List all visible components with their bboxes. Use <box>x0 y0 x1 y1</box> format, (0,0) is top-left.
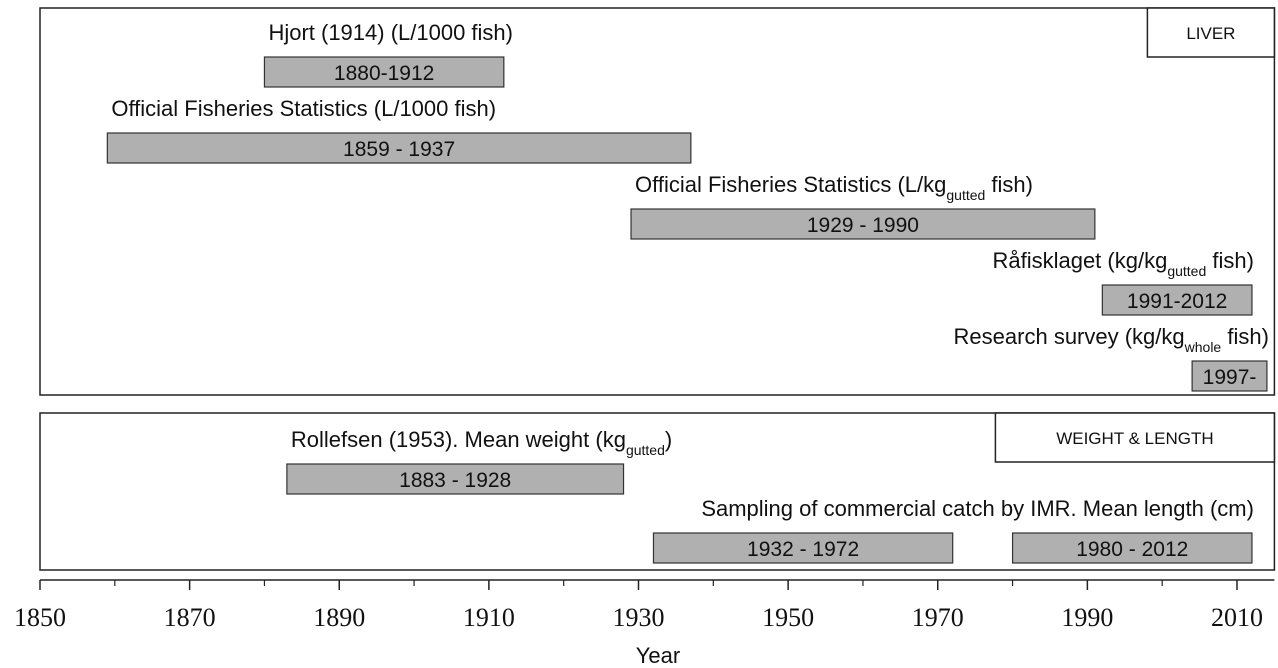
title-part: fish) <box>1221 324 1269 349</box>
period-label: 1980 - 2012 <box>1076 538 1188 561</box>
panel-label-box <box>994 412 1276 463</box>
title-part: gutted <box>626 442 665 458</box>
period-bar <box>106 132 692 164</box>
x-tick-label: 1850 <box>14 603 66 632</box>
title-part: ) <box>665 427 672 452</box>
panel-frame <box>39 7 1276 396</box>
title-part: gutted <box>946 187 985 203</box>
period-bar <box>1011 532 1253 564</box>
x-tick-label: 1930 <box>613 603 665 632</box>
row-title: Official Fisheries Statistics (L/kggutte… <box>635 172 1033 203</box>
panel-frame <box>39 412 1276 571</box>
row-title: Research survey (kg/kgwhole fish) <box>954 324 1269 355</box>
period-label: 1883 - 1928 <box>399 469 511 492</box>
period-label: 1991-2012 <box>1127 290 1227 313</box>
x-tick-label: 1890 <box>313 603 365 632</box>
x-tick-label: 1950 <box>762 603 814 632</box>
row-title: Sampling of commercial catch by IMR. Mea… <box>701 496 1254 521</box>
title-part: Hjort (1914) (L/1000 fish) <box>268 20 513 45</box>
row-title: Hjort (1914) (L/1000 fish) <box>268 20 513 45</box>
title-part: Råfisklaget (kg/kg <box>992 248 1167 273</box>
title-part: Research survey (kg/kg <box>954 324 1185 349</box>
period-bar <box>286 463 625 495</box>
period-label: 1859 - 1937 <box>343 138 455 161</box>
panel-label: LIVER <box>1186 24 1235 43</box>
title-part: whole <box>1184 339 1222 355</box>
row-title: Official Fisheries Statistics (L/1000 fi… <box>111 96 496 121</box>
period-label: 1880-1912 <box>334 62 434 85</box>
x-tick-label: 1910 <box>463 603 515 632</box>
x-axis-label: Year <box>636 643 680 668</box>
x-tick-label: 1870 <box>164 603 216 632</box>
x-tick-label: 1970 <box>912 603 964 632</box>
panel-label-box <box>1146 7 1276 58</box>
row-title: Råfisklaget (kg/kggutted fish) <box>992 248 1253 279</box>
title-part: Rollefsen (1953). Mean weight (kg <box>291 427 626 452</box>
x-tick-label: 1990 <box>1061 603 1113 632</box>
period-bar <box>1101 284 1253 316</box>
period-bar <box>652 532 954 564</box>
panel-label: WEIGHT & LENGTH <box>1056 429 1213 448</box>
title-part: gutted <box>1167 263 1206 279</box>
period-bar <box>263 56 505 88</box>
x-tick-label: 2010 <box>1211 603 1263 632</box>
period-label: 1997- <box>1203 366 1257 389</box>
title-part: fish) <box>1206 248 1254 273</box>
period-bar <box>1191 360 1268 392</box>
title-part: Official Fisheries Statistics (L/kg <box>635 172 946 197</box>
title-part: Sampling of commercial catch by IMR. Mea… <box>701 496 1254 521</box>
title-part: Official Fisheries Statistics (L/1000 fi… <box>111 96 496 121</box>
title-part: fish) <box>985 172 1033 197</box>
period-label: 1932 - 1972 <box>747 538 859 561</box>
period-label: 1929 - 1990 <box>807 214 919 237</box>
period-bar <box>630 208 1096 240</box>
row-title: Rollefsen (1953). Mean weight (kggutted) <box>291 427 672 458</box>
